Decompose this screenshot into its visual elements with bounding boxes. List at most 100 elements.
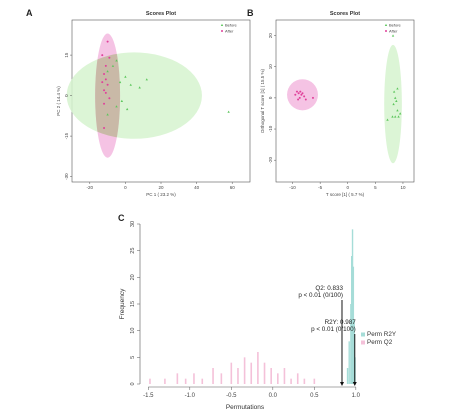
data-point-before	[115, 59, 118, 62]
data-point-before	[391, 115, 394, 118]
histogram-bar-perm-r2y	[348, 341, 350, 384]
data-point-before	[399, 112, 402, 115]
histogram-bar-perm-q2	[277, 373, 279, 384]
data-point-before	[138, 86, 141, 89]
x-tick-label: 1.0	[352, 393, 361, 399]
chart-title: Scores Plot	[146, 11, 176, 17]
x-tick-label: 40	[194, 185, 200, 190]
data-point-after	[294, 93, 297, 96]
data-point-before	[111, 64, 115, 67]
legend-label: After	[389, 29, 398, 34]
histogram-bar-perm-q2	[263, 362, 266, 384]
ellipse-overlap	[95, 52, 121, 139]
data-point-before	[106, 70, 109, 73]
x-axis-label: Permutations	[226, 404, 265, 411]
data-point-after	[104, 78, 107, 81]
histogram-bar-perm-q2	[250, 362, 253, 384]
legend-swatch-perm-q2	[361, 340, 365, 345]
histogram-bar-perm-q2	[243, 357, 246, 384]
histogram-bar-perm-q2	[270, 368, 272, 384]
data-point-after	[103, 127, 106, 129]
histogram-bar-perm-r2y	[353, 320, 355, 384]
data-point-before	[106, 113, 109, 116]
y-tick-label: 20	[130, 274, 136, 280]
histogram-bar-perm-q2	[176, 373, 179, 384]
legend-label: Before	[225, 23, 238, 28]
x-axis-label: PC 1 ( 23.2 %)	[146, 192, 176, 197]
data-point-before	[397, 115, 400, 118]
annotation-q2-value: Q2: 0.833	[315, 285, 343, 292]
chart-title: Scores Plot	[330, 11, 360, 17]
x-tick-label: 0	[124, 185, 127, 190]
data-point-after	[304, 98, 307, 101]
histogram-bar-perm-q2	[283, 368, 286, 384]
histogram-bar-perm-q2	[290, 378, 292, 384]
data-point-after	[303, 95, 306, 98]
data-point-before	[392, 102, 395, 106]
histogram-bar-perm-r2y	[346, 368, 349, 384]
legend-swatch-perm-r2y	[361, 332, 365, 337]
annotation-q2-arrow-head	[339, 382, 344, 386]
y-tick-label: 10	[130, 328, 136, 334]
y-tick-label: -30	[64, 173, 69, 180]
histogram-bar-perm-q2	[193, 373, 195, 384]
data-point-after	[101, 81, 104, 84]
x-tick-label: 0.5	[310, 393, 319, 399]
data-point-before	[145, 78, 148, 81]
data-point-before	[394, 115, 397, 118]
data-point-after	[106, 83, 109, 86]
histogram-bar-perm-r2y	[351, 229, 354, 384]
x-tick-label: -10	[289, 185, 296, 190]
data-point-before	[120, 99, 124, 102]
data-point-before	[125, 107, 129, 111]
legend-label: Perm Q2	[367, 339, 393, 346]
panel-letter-a: A	[26, 8, 33, 18]
histogram-bar-perm-r2y	[350, 256, 353, 384]
data-point-after	[106, 40, 109, 43]
histogram-bar-perm-r2y	[350, 304, 352, 384]
data-point-after	[299, 90, 302, 93]
annotation-r2y-value: R2Y: 0.987	[325, 319, 357, 326]
histogram-bar-perm-q2	[201, 378, 204, 384]
annotation-q2-pvalue: p < 0.01 (0/100)	[298, 292, 343, 299]
histogram-bar-perm-q2	[184, 378, 187, 384]
y-tick-label: 30	[130, 221, 136, 227]
x-tick-label: -5	[318, 185, 322, 190]
y-tick-label: -20	[268, 156, 273, 163]
legend-label: Perm R2Y	[367, 331, 397, 338]
histogram-bar-perm-q2	[237, 368, 239, 384]
data-point-after	[311, 96, 314, 99]
data-point-after	[295, 90, 298, 93]
legend-marker-after	[385, 30, 387, 32]
x-tick-label: 60	[230, 185, 236, 190]
data-point-before	[395, 99, 398, 102]
y-tick-label: 0	[64, 94, 69, 97]
histogram-bar-perm-q2	[303, 378, 306, 384]
data-point-after	[298, 96, 301, 99]
data-point-after	[101, 54, 104, 57]
legend-label: Before	[389, 23, 402, 28]
y-tick-label: -10	[268, 125, 273, 132]
histogram-bar-perm-q2	[212, 368, 214, 384]
x-tick-label: -0.5	[226, 393, 237, 399]
data-point-after	[104, 91, 107, 94]
data-point-after	[300, 93, 303, 96]
histogram-bar-perm-q2	[313, 378, 316, 384]
permutation-histogram: 0 5 10 15 20 25 30 -1.5 -1.0 -0.5 0.0 0.5 1.0 Permuta…	[119, 221, 397, 411]
x-tick-label: -1.5	[143, 393, 154, 399]
legend-label: After	[225, 29, 234, 34]
annotation-r2y-pvalue: p < 0.01 (0/100)	[311, 326, 356, 333]
histogram-bar-perm-q2	[220, 373, 223, 384]
x-tick-label: 5	[374, 185, 377, 190]
histogram-bar-perm-q2	[230, 362, 233, 384]
x-tick-label: 10	[400, 185, 406, 190]
histogram-bar-perm-q2	[296, 373, 299, 384]
data-point-before	[396, 87, 399, 90]
panel-letter-c: C	[118, 213, 125, 223]
y-axis-label: PC 2 ( 14.4 %)	[56, 86, 61, 116]
histogram-bar-perm-r2y	[352, 266, 355, 384]
y-tick-label: 15	[130, 301, 136, 307]
histogram-bar-perm-q2	[164, 378, 166, 384]
data-point-after	[103, 102, 106, 105]
legend-marker-before	[220, 23, 224, 26]
